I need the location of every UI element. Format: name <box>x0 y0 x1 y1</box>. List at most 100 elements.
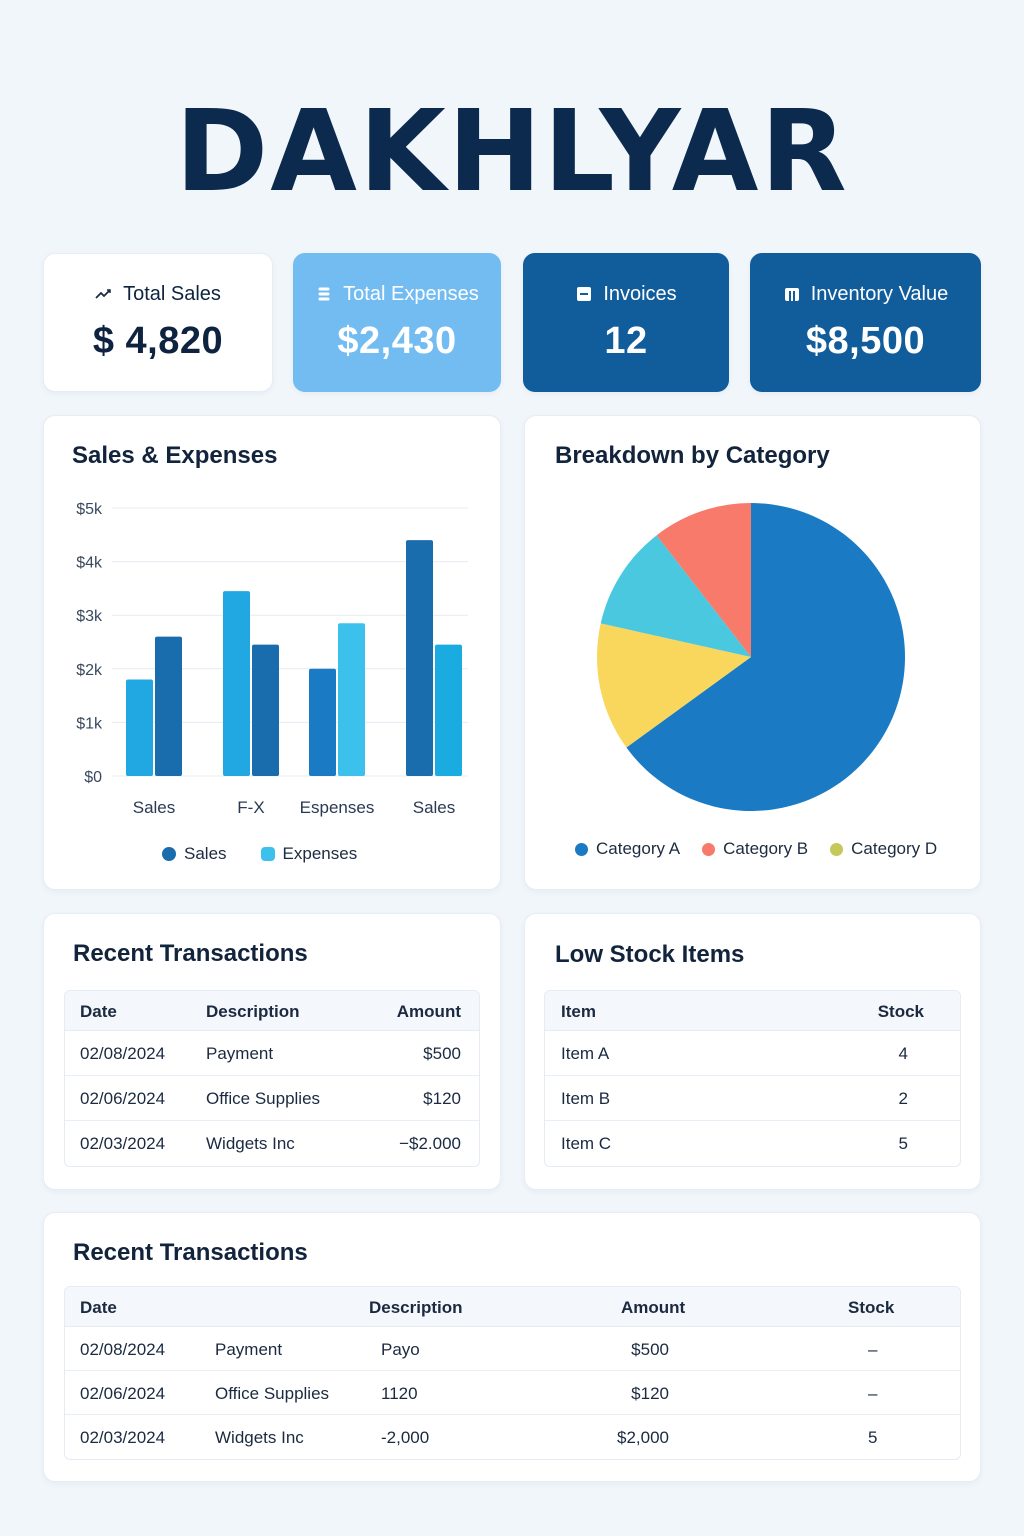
low-stock-table: Item Stock Item A 4 Item B 2 Item C 5 <box>544 990 961 1167</box>
y-tick-label: $5k <box>76 501 103 518</box>
recent-transactions-wide-card: Recent Transactions Date Description Amo… <box>43 1212 981 1482</box>
table-row[interactable]: 02/06/2024 Office Supplies $120 <box>65 1076 479 1121</box>
low-stock-card: Low Stock Items Item Stock Item A 4 Item… <box>524 913 981 1190</box>
bar-sales-3[interactable] <box>406 540 433 776</box>
pie-slice-3[interactable] <box>656 503 751 657</box>
bar-sales-1[interactable] <box>223 591 250 776</box>
kpi-total-expenses[interactable]: Total Expenses $2,430 <box>293 253 501 392</box>
kpi-value: $8,500 <box>805 319 926 362</box>
table-row[interactable]: 02/06/2024 Office Supplies 1120 $120 – <box>65 1371 960 1415</box>
table-row[interactable]: 02/03/2024 Widgets Inc -2,000 $2,000 5 <box>65 1415 960 1459</box>
cell-description: Widgets Inc <box>206 1134 295 1153</box>
cell-amount: $120 <box>423 1089 461 1108</box>
pie-slice-2[interactable] <box>600 535 751 657</box>
legend-label-category-d: Category D <box>851 839 938 858</box>
column-header-amount: Amount <box>396 1002 461 1021</box>
legend-swatch-sales <box>162 847 176 861</box>
cell-date: 02/08/2024 <box>80 1340 166 1359</box>
pie-slice-0[interactable] <box>626 503 905 811</box>
y-tick-label: $0 <box>84 769 102 786</box>
table-row[interactable]: Item C 5 <box>545 1121 960 1166</box>
kpi-label: Total Expenses <box>343 282 479 305</box>
y-tick-label: $4k <box>76 555 103 572</box>
trend-icon <box>95 285 113 303</box>
card-title: Sales & Expenses <box>72 442 278 469</box>
bar-sales-0[interactable] <box>126 679 153 776</box>
cell-detail: Payo <box>381 1340 420 1359</box>
money-icon <box>315 285 333 303</box>
cell-detail: 1120 <box>381 1384 418 1403</box>
column-header-item: Item <box>561 1002 596 1021</box>
legend-swatch-category-b <box>702 842 716 856</box>
cell-description: Payment <box>206 1044 274 1063</box>
kpi-total-sales[interactable]: Total Sales $ 4,820 <box>43 253 273 392</box>
table-row[interactable]: Item A 4 <box>545 1031 960 1076</box>
x-tick-label: F-X <box>237 798 264 817</box>
legend-label-category-a: Category A <box>596 839 681 858</box>
cell-stock: – <box>868 1384 878 1403</box>
column-header-amount: Amount <box>621 1298 686 1317</box>
column-header-description: Description <box>369 1298 463 1317</box>
kpi-label: Invoices <box>603 282 677 305</box>
kpi-label: Inventory Value <box>810 282 949 305</box>
column-header-stock: Stock <box>848 1298 895 1317</box>
cell-date: 02/06/2024 <box>80 1089 166 1108</box>
kpi-value: $ 4,820 <box>92 319 224 362</box>
y-tick-label: $2k <box>76 662 103 679</box>
y-tick-label: $1k <box>76 715 103 732</box>
recent-transactions-card: Recent Transactions Date Description Amo… <box>43 913 501 1190</box>
kpi-invoices[interactable]: Invoices 12 <box>523 253 729 392</box>
card-title: Low Stock Items <box>555 941 745 968</box>
table-row[interactable]: 02/08/2024 Payment $500 <box>65 1031 479 1076</box>
inventory-icon <box>783 285 801 303</box>
column-header-date: Date <box>80 1298 117 1317</box>
card-title: Recent Transactions <box>73 940 308 967</box>
cell-detail: -2,000 <box>381 1428 430 1447</box>
recent-transactions-wide-table: Date Description Amount Stock 02/08/2024… <box>64 1286 961 1460</box>
kpi-value: 12 <box>604 319 648 362</box>
bar-sales-2[interactable] <box>309 668 336 776</box>
legend-label-sales: Sales <box>184 844 227 863</box>
bar-expenses-0[interactable] <box>155 636 182 776</box>
bar-expenses-1[interactable] <box>252 644 279 776</box>
kpi-label: Total Sales <box>123 282 221 305</box>
bar-expenses-2[interactable] <box>338 623 365 776</box>
cell-stock: 5 <box>898 1134 908 1153</box>
cell-amount: $500 <box>423 1044 461 1063</box>
invoice-icon <box>575 285 593 303</box>
cell-description: Office Supplies <box>215 1384 330 1403</box>
table-row[interactable]: 02/03/2024 Widgets Inc −$2.000 <box>65 1121 479 1166</box>
category-pie-chart <box>597 503 905 811</box>
kpi-value: $2,430 <box>337 319 457 362</box>
pie-slice-1[interactable] <box>597 623 751 748</box>
table-header: Item Stock <box>545 991 960 1031</box>
legend-label-category-b: Category B <box>723 839 809 858</box>
y-tick-label: $3k <box>76 608 103 625</box>
card-title: Recent Transactions <box>73 1239 308 1266</box>
legend-swatch-expenses <box>260 847 275 861</box>
table-row[interactable]: Item B 2 <box>545 1076 960 1121</box>
pie-legend: Category A Category B Category D <box>575 839 937 859</box>
column-header-description: Description <box>206 1002 300 1021</box>
cell-amount: $120 <box>631 1384 669 1403</box>
sales-expenses-card: Sales & Expenses $0 $1k $2k $3k $4k $5k Sales F… <box>43 415 501 890</box>
table-header: Date Description Amount Stock <box>65 1287 960 1327</box>
column-header-date: Date <box>80 1002 117 1021</box>
cell-stock: 5 <box>868 1428 878 1447</box>
cell-date: 02/03/2024 <box>80 1134 166 1153</box>
x-tick-label: Espenses <box>300 798 375 817</box>
cell-date: 02/06/2024 <box>80 1384 166 1403</box>
x-tick-label: Sales <box>133 798 176 817</box>
cell-date: 02/08/2024 <box>80 1044 166 1063</box>
cell-item: Item B <box>561 1089 611 1108</box>
kpi-inventory-value[interactable]: Inventory Value $8,500 <box>750 253 981 392</box>
legend-swatch-category-a <box>575 842 588 856</box>
table-row[interactable]: 02/08/2024 Payment Payo $500 – <box>65 1327 960 1371</box>
cell-description: Office Supplies <box>206 1089 321 1108</box>
legend-label-expenses: Expenses <box>282 844 358 863</box>
cell-item: Item A <box>561 1044 610 1063</box>
x-tick-label: Sales <box>413 798 456 817</box>
bar-expenses-3[interactable] <box>435 644 462 776</box>
cell-item: Item C <box>561 1134 612 1153</box>
cell-description: Payment <box>215 1340 283 1359</box>
